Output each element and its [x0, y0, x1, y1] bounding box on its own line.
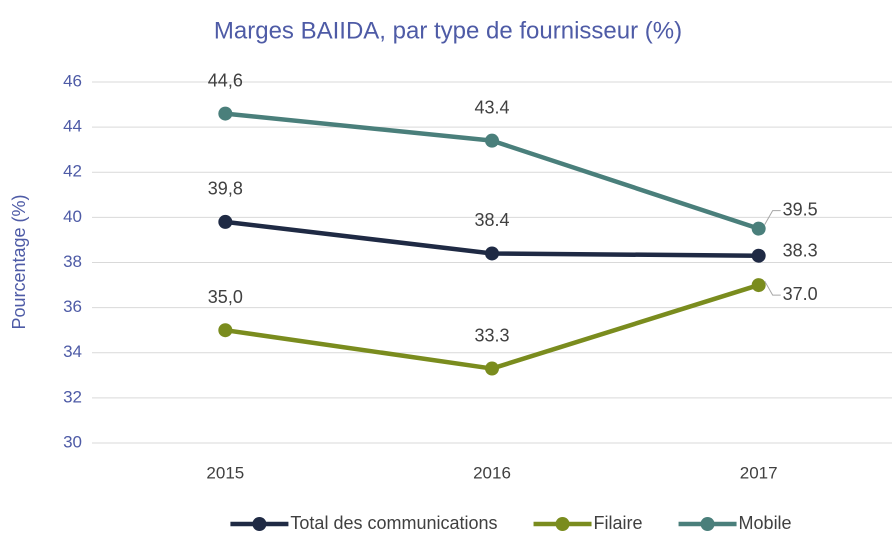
- data-point: [218, 106, 233, 121]
- chart-title: Marges BAIIDA, par type de fournisseur (…: [214, 17, 682, 44]
- data-point: [751, 278, 766, 293]
- leader-line: [764, 280, 781, 296]
- data-point: [485, 361, 499, 376]
- data-label: 37.0: [783, 284, 818, 304]
- legend-label: Filaire: [594, 513, 643, 533]
- x-tick-label: 2017: [740, 463, 778, 482]
- legend-marker: [252, 517, 267, 531]
- y-tick-label: 36: [63, 297, 82, 316]
- data-label: 39.5: [783, 199, 818, 219]
- y-tick-label: 46: [63, 71, 82, 90]
- data-label: 39,8: [208, 179, 243, 199]
- data-label: 35,0: [208, 287, 243, 307]
- y-tick-label: 30: [63, 432, 82, 451]
- y-tick-label: 40: [63, 207, 82, 226]
- data-label: 38.3: [783, 240, 818, 260]
- legend-label: Total des communications: [290, 513, 497, 533]
- data-label: 38.4: [474, 210, 509, 230]
- x-tick-label: 2015: [206, 463, 244, 482]
- data-label: 44,6: [208, 70, 243, 90]
- y-tick-label: 44: [63, 117, 82, 136]
- y-tick-label: 38: [63, 252, 82, 271]
- x-tick-label: 2016: [473, 463, 511, 482]
- y-tick-label: 32: [63, 387, 82, 406]
- legend-marker: [555, 517, 570, 531]
- data-point: [218, 214, 233, 229]
- data-point: [485, 246, 499, 261]
- data-point: [751, 248, 766, 263]
- data-label: 33.3: [474, 325, 509, 345]
- data-point: [485, 133, 499, 148]
- data-point: [751, 221, 766, 236]
- legend-marker: [700, 517, 715, 531]
- data-point: [218, 323, 233, 338]
- data-label: 43.4: [474, 97, 509, 117]
- y-tick-label: 42: [63, 162, 82, 181]
- y-tick-label: 34: [63, 342, 82, 361]
- y-axis-label: Pourcentage (%): [9, 194, 29, 329]
- leader-line: [764, 210, 781, 225]
- legend-label: Mobile: [739, 513, 792, 533]
